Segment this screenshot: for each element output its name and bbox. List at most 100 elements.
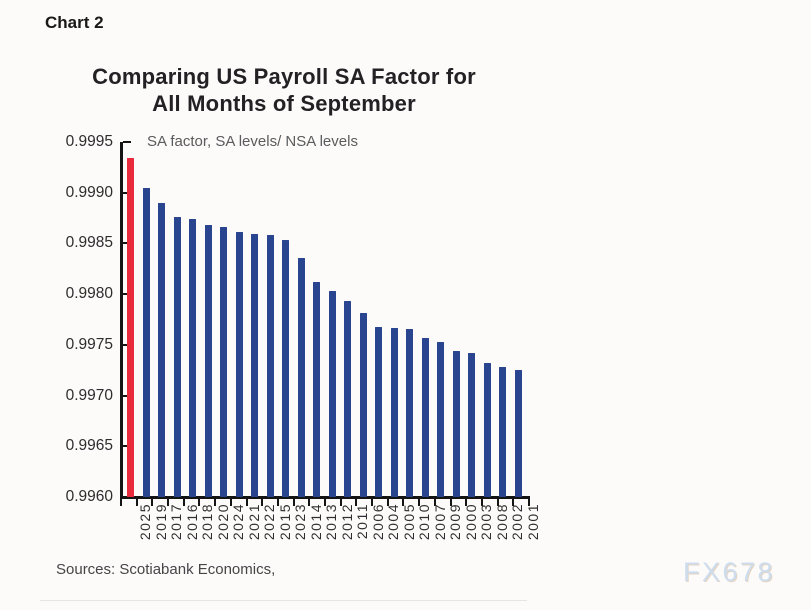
x-tick-label: 2002: [509, 503, 526, 541]
x-tick-label: 2009: [447, 503, 464, 541]
bar-2021: [235, 232, 243, 497]
y-tick-label: 0.9980: [65, 285, 113, 303]
x-tick-label: 2025: [137, 503, 153, 541]
chart-title-line1: Comparing US Payroll SA Factor for: [92, 64, 476, 89]
x-tick-label: 2008: [493, 503, 510, 541]
bar-2007: [421, 337, 429, 497]
bar-2014: [297, 257, 305, 497]
x-tick-label: 2006: [369, 503, 386, 541]
chart-title: Comparing US Payroll SA Factor for All M…: [49, 63, 519, 117]
x-tick: [402, 499, 405, 506]
x-tick: [324, 499, 326, 506]
x-tick-label: 2017: [168, 503, 185, 541]
x-tick-label: 2024: [230, 503, 247, 541]
x-tick-label: 2003: [478, 503, 495, 541]
y-tick-label: 0.9960: [65, 488, 113, 505]
x-tick: [182, 499, 185, 506]
x-tick-label: 2015: [276, 503, 293, 541]
bottom-divider: [40, 600, 527, 601]
bar-2017: [158, 202, 166, 497]
x-tick-label: 2016: [183, 503, 200, 541]
bar-2005: [390, 327, 398, 497]
x-tick-label: 2021: [245, 503, 262, 541]
x-tick-label: 2023: [292, 503, 309, 541]
bar-2016: [173, 217, 181, 497]
x-tick: [151, 499, 154, 506]
x-axis-line: [120, 496, 530, 499]
x-tick: [120, 499, 122, 506]
x-tick: [496, 499, 499, 506]
bar-2001: [515, 370, 522, 497]
x-tick-label: 2010: [416, 503, 433, 541]
bar-2003: [468, 352, 476, 497]
bar-2024: [220, 227, 228, 497]
x-tick: [512, 499, 515, 506]
x-tick: [465, 499, 468, 506]
bar-2019: [142, 187, 150, 497]
x-tick-label: 2013: [323, 503, 340, 541]
x-tick: [528, 499, 530, 506]
x-tick: [245, 499, 248, 506]
y-tick: [123, 141, 131, 143]
x-tick-label: 2007: [431, 503, 448, 541]
x-tick: [308, 499, 311, 506]
x-tick: [355, 499, 358, 506]
x-tick: [229, 499, 232, 506]
x-tick: [339, 499, 342, 506]
x-tick-label: 2000: [462, 503, 479, 541]
x-tick: [433, 499, 436, 506]
bar-2000: [452, 350, 460, 497]
y-tick: [123, 496, 131, 498]
x-tick: [214, 499, 217, 506]
bar-2020: [204, 225, 212, 497]
x-tick: [449, 499, 452, 506]
bar-2010: [406, 328, 414, 497]
bar-2018: [189, 219, 197, 497]
bar-highlight-2025: [127, 158, 134, 497]
x-tick: [198, 499, 201, 506]
bar-2008: [483, 363, 491, 497]
bar-2022: [251, 234, 259, 497]
x-tick: [418, 499, 421, 506]
chart-number-label: Chart 2: [45, 13, 104, 32]
y-tick-label: 0.9995: [65, 133, 113, 150]
x-tick: [261, 499, 264, 506]
x-tick-label: 2020: [214, 503, 231, 541]
bar-2023: [282, 240, 290, 497]
x-tick: [371, 499, 374, 506]
y-tick-label: 0.9970: [65, 386, 113, 404]
x-tick: [292, 499, 295, 506]
x-tick-label: 2022: [261, 503, 278, 541]
x-tick: [386, 499, 389, 506]
x-tick: [276, 499, 279, 506]
chart-title-line2: All Months of September: [152, 91, 416, 116]
x-tick-label: 2012: [338, 503, 355, 541]
chart-subtitle: SA factor, SA levels/ NSA levels: [147, 133, 358, 150]
watermark-fx678: FX678: [683, 557, 776, 587]
bar-2015: [266, 235, 274, 497]
bar-2004: [375, 326, 383, 497]
bar-2006: [359, 313, 367, 497]
y-tick-label: 0.9985: [65, 234, 113, 252]
y-axis-line: [120, 142, 123, 499]
x-tick-label: 2014: [307, 503, 324, 541]
bar-2002: [499, 367, 507, 497]
x-tick-label: 2011: [354, 503, 371, 540]
x-tick-label: 2001: [525, 503, 541, 541]
x-tick: [480, 499, 483, 506]
bar-2013: [313, 281, 321, 497]
bar-2009: [437, 341, 445, 497]
y-tick-label: 0.9990: [65, 183, 113, 201]
x-tick: [167, 499, 170, 506]
bar-2011: [344, 301, 352, 497]
x-tick: [135, 499, 138, 506]
bar-2012: [328, 291, 336, 497]
x-tick-label: 2004: [385, 503, 402, 541]
x-tick-label: 2005: [400, 503, 417, 541]
x-tick-label: 2019: [152, 503, 169, 541]
sources-note: Sources: Scotiabank Economics,: [56, 561, 276, 578]
y-tick-label: 0.9975: [65, 335, 113, 353]
y-tick-label: 0.9965: [65, 437, 113, 455]
x-tick-label: 2018: [199, 503, 216, 541]
